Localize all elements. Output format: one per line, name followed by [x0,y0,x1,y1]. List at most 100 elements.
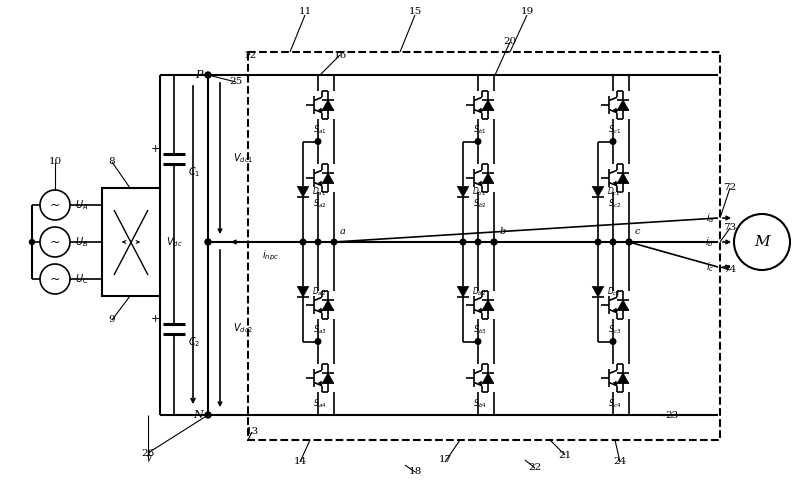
Bar [248,52,720,440]
Text: ~: ~ [50,198,60,212]
Text: c: c [635,227,641,236]
Text: $S_{c2}$: $S_{c2}$ [609,197,622,210]
Polygon shape [322,173,334,183]
Polygon shape [482,373,494,383]
Text: $D_{c2}$: $D_{c2}$ [607,286,621,298]
Text: 20: 20 [503,37,517,46]
Circle shape [626,239,632,245]
Circle shape [300,239,306,245]
Text: 14: 14 [294,457,306,467]
Text: b: b [500,227,506,236]
Text: 26: 26 [142,449,154,457]
Text: +: + [150,143,160,153]
Text: 18: 18 [408,468,422,477]
Text: $U_A$: $U_A$ [75,198,88,212]
Circle shape [491,239,497,245]
Circle shape [475,339,481,344]
Text: 15: 15 [408,7,422,16]
Circle shape [595,239,601,245]
Polygon shape [297,286,309,297]
Text: ~: ~ [50,236,60,248]
Text: P: P [195,70,203,80]
Text: $S_{a3}$: $S_{a3}$ [313,324,327,336]
Text: 73: 73 [723,224,737,232]
Text: $V_{dc}$: $V_{dc}$ [166,235,183,249]
Text: 23: 23 [666,410,678,420]
Text: 21: 21 [558,451,572,459]
Polygon shape [617,373,629,383]
Text: 11: 11 [298,7,312,16]
Text: $D_{a2}$: $D_{a2}$ [312,286,326,298]
Circle shape [610,239,616,245]
Text: $V_{dc1}$: $V_{dc1}$ [233,151,254,166]
Text: $S_{a1}$: $S_{a1}$ [314,124,326,136]
Text: $C_1$: $C_1$ [188,166,201,180]
Polygon shape [592,286,604,297]
Text: 17: 17 [438,455,452,465]
Text: 8: 8 [109,157,115,166]
Polygon shape [617,300,629,310]
Text: 22: 22 [528,464,542,472]
Text: $S_{c1}$: $S_{c1}$ [608,124,622,136]
Polygon shape [457,286,469,297]
Text: N: N [194,410,203,420]
Text: $S_{c3}$: $S_{c3}$ [608,324,622,336]
Polygon shape [457,186,469,197]
Text: $S_{b1}$: $S_{b1}$ [473,124,487,136]
Text: 9: 9 [109,316,115,324]
Text: a: a [340,227,346,236]
Circle shape [315,239,321,245]
Text: ~: ~ [50,272,60,286]
Text: $i_{npc}$: $i_{npc}$ [262,249,279,263]
Circle shape [205,72,211,78]
Text: 25: 25 [230,77,242,87]
Text: 74: 74 [723,266,737,274]
Circle shape [315,339,321,344]
Text: $D_{c1}$: $D_{c1}$ [607,185,621,198]
Text: $C_2$: $C_2$ [188,335,200,349]
Polygon shape [617,100,629,110]
Text: $S_{a2}$: $S_{a2}$ [314,197,326,210]
Circle shape [610,139,616,144]
Text: 13: 13 [246,427,258,437]
Circle shape [491,239,497,245]
Polygon shape [322,373,334,383]
Text: M: M [754,235,770,249]
Circle shape [30,240,34,244]
Text: $D_{b2}$: $D_{b2}$ [472,286,486,298]
Circle shape [460,239,466,245]
Text: $S_{c4}$: $S_{c4}$ [608,397,622,409]
Bar [102,188,160,296]
Circle shape [626,239,632,245]
Polygon shape [482,300,494,310]
Circle shape [315,139,321,144]
Text: 7: 7 [145,455,151,465]
Text: $U_C$: $U_C$ [75,272,89,286]
Polygon shape [297,186,309,197]
Text: $D_{a1}$: $D_{a1}$ [312,185,326,198]
Polygon shape [617,173,629,183]
Text: $S_{b4}$: $S_{b4}$ [473,397,487,409]
Text: 19: 19 [520,7,534,16]
Circle shape [475,239,481,245]
Polygon shape [592,186,604,197]
Text: $U_B$: $U_B$ [75,235,88,249]
Text: 72: 72 [723,183,737,193]
Polygon shape [482,100,494,110]
Circle shape [475,139,481,144]
Text: 10: 10 [48,157,62,166]
Text: $S_{a4}$: $S_{a4}$ [313,397,327,409]
Polygon shape [322,300,334,310]
Circle shape [610,339,616,344]
Text: $V_{dc2}$: $V_{dc2}$ [233,321,254,335]
Text: $i_b$: $i_b$ [706,235,714,249]
Circle shape [205,412,211,418]
Text: 24: 24 [614,457,626,467]
Text: $D_{b1}$: $D_{b1}$ [472,185,486,198]
Text: $i_a$: $i_a$ [706,211,714,225]
Text: $i_c$: $i_c$ [706,260,714,274]
Circle shape [331,239,337,245]
Text: $S_{b3}$: $S_{b3}$ [473,324,487,336]
Text: +: + [150,314,160,323]
Circle shape [205,239,211,245]
